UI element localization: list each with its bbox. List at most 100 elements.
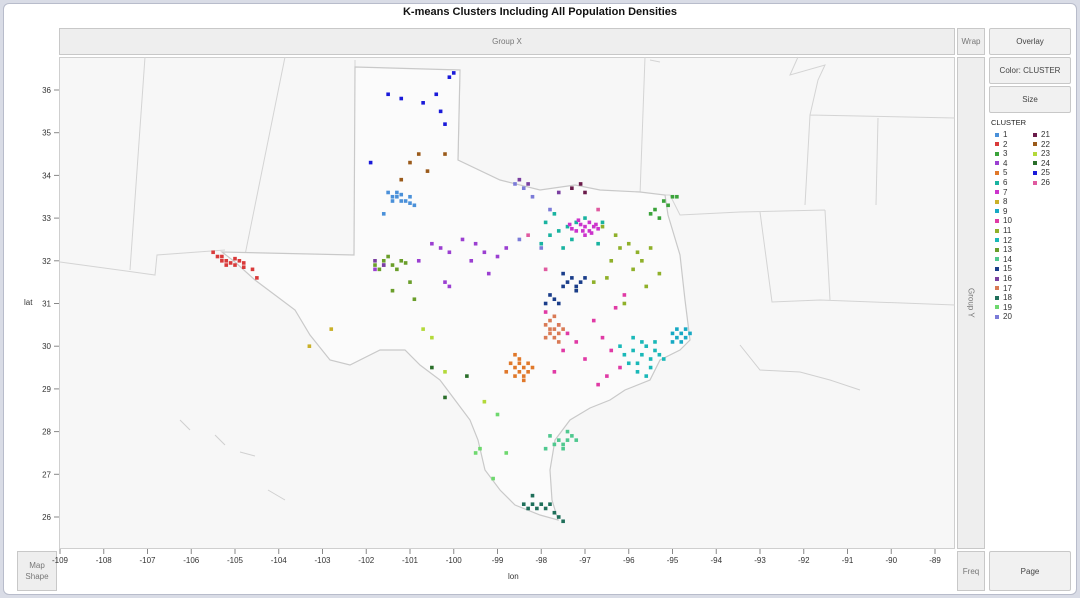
- cluster-4-point[interactable]: [486, 271, 491, 276]
- cluster-2-point[interactable]: [220, 254, 224, 259]
- cluster-7-point[interactable]: [594, 222, 598, 227]
- cluster-17-point[interactable]: [556, 340, 561, 344]
- cluster-10-point[interactable]: [596, 382, 600, 387]
- cluster-10-point[interactable]: [591, 318, 596, 323]
- cluster-15-point[interactable]: [565, 280, 570, 284]
- cluster-19-point[interactable]: [473, 451, 478, 455]
- cluster-11-point[interactable]: [631, 267, 635, 272]
- cluster-17-point[interactable]: [543, 335, 548, 340]
- cluster-21-point[interactable]: [583, 190, 587, 195]
- cluster-8-point[interactable]: [329, 327, 334, 331]
- cluster-16-point[interactable]: [373, 259, 377, 263]
- cluster-15-point[interactable]: [561, 284, 565, 289]
- cluster-21-point[interactable]: [570, 186, 574, 191]
- cluster-14-point[interactable]: [565, 429, 570, 434]
- cluster-4-point[interactable]: [504, 246, 509, 250]
- cluster-19-point[interactable]: [504, 451, 509, 455]
- cluster-1-point[interactable]: [399, 199, 404, 203]
- cluster-18-point[interactable]: [530, 493, 535, 498]
- cluster-20-point[interactable]: [521, 186, 526, 191]
- cluster-13-point[interactable]: [408, 280, 412, 284]
- cluster-1-point[interactable]: [408, 194, 412, 199]
- cluster-10-point[interactable]: [543, 310, 548, 314]
- cluster-18-point[interactable]: [543, 506, 548, 511]
- legend-item-15[interactable]: 15: [995, 264, 1012, 273]
- cluster-5-point[interactable]: [517, 357, 522, 361]
- cluster-3-point[interactable]: [666, 203, 670, 208]
- cluster-18-point[interactable]: [548, 502, 552, 506]
- cluster-12-point[interactable]: [644, 344, 649, 348]
- cluster-5-point[interactable]: [508, 361, 513, 366]
- cluster-14-point[interactable]: [565, 438, 570, 442]
- cluster-1-point[interactable]: [408, 201, 412, 205]
- cluster-15-point[interactable]: [574, 288, 579, 293]
- cluster-2-point[interactable]: [233, 256, 237, 261]
- legend-item-26[interactable]: 26: [1033, 178, 1050, 187]
- legend-item-7[interactable]: 7: [995, 188, 1007, 197]
- legend-item-14[interactable]: 14: [995, 255, 1012, 264]
- cluster-4-point[interactable]: [416, 259, 421, 263]
- cluster-4-point[interactable]: [443, 280, 447, 284]
- legend-item-1[interactable]: 1: [995, 130, 1007, 139]
- cluster-17-point[interactable]: [548, 327, 552, 331]
- texas-outline[interactable]: [220, 66, 691, 521]
- cluster-6-point[interactable]: [556, 229, 561, 233]
- cluster-5-point[interactable]: [526, 361, 530, 366]
- page-button[interactable]: Page: [989, 551, 1071, 591]
- cluster-12-point[interactable]: [622, 352, 627, 357]
- cluster-6-point[interactable]: [570, 237, 574, 242]
- cluster-1-point[interactable]: [403, 199, 408, 203]
- cluster-5-point[interactable]: [513, 374, 517, 378]
- cluster-22-point[interactable]: [425, 169, 430, 173]
- cluster-12-point[interactable]: [648, 357, 653, 361]
- legend-item-4[interactable]: 4: [995, 159, 1007, 168]
- cluster-6-point[interactable]: [543, 220, 548, 225]
- cluster-4-point[interactable]: [495, 254, 500, 259]
- legend-item-24[interactable]: 24: [1033, 159, 1050, 168]
- size-button[interactable]: Size: [989, 86, 1071, 113]
- cluster-17-point[interactable]: [552, 327, 557, 331]
- cluster-6-point[interactable]: [561, 246, 565, 250]
- cluster-7-point[interactable]: [578, 222, 583, 227]
- cluster-13-point[interactable]: [381, 259, 386, 263]
- cluster-18-point[interactable]: [530, 502, 535, 506]
- cluster-10-point[interactable]: [613, 305, 618, 310]
- cluster-12-point[interactable]: [653, 348, 657, 353]
- cluster-18-point[interactable]: [521, 502, 526, 506]
- legend-item-11[interactable]: 11: [995, 226, 1011, 235]
- cluster-9-point[interactable]: [679, 331, 684, 336]
- cluster-14-point[interactable]: [574, 438, 579, 442]
- cluster-11-point[interactable]: [635, 250, 640, 255]
- cluster-1-point[interactable]: [399, 192, 404, 197]
- legend-item-17[interactable]: 17: [995, 284, 1012, 293]
- cluster-12-point[interactable]: [657, 352, 662, 357]
- cluster-2-point[interactable]: [250, 267, 255, 272]
- cluster-7-point[interactable]: [587, 229, 592, 233]
- cluster-23-point[interactable]: [421, 327, 425, 331]
- cluster-7-point[interactable]: [596, 226, 600, 231]
- cluster-12-point[interactable]: [661, 357, 666, 361]
- cluster-5-point[interactable]: [513, 365, 517, 370]
- cluster-7-point[interactable]: [567, 222, 572, 227]
- legend-item-10[interactable]: 10: [995, 216, 1012, 225]
- cluster-11-point[interactable]: [600, 224, 605, 229]
- cluster-7-point[interactable]: [576, 218, 581, 223]
- group-x-zone[interactable]: Group X: [59, 28, 955, 55]
- cluster-13-point[interactable]: [412, 297, 417, 302]
- cluster-2-point[interactable]: [255, 276, 259, 280]
- cluster-23-point[interactable]: [482, 399, 487, 404]
- cluster-7-point[interactable]: [574, 229, 579, 233]
- cluster-22-point[interactable]: [408, 160, 412, 165]
- cluster-13-point[interactable]: [399, 259, 404, 263]
- cluster-23-point[interactable]: [443, 370, 447, 374]
- cluster-24-point[interactable]: [443, 395, 447, 400]
- cluster-6-point[interactable]: [552, 212, 557, 216]
- cluster-10-point[interactable]: [574, 340, 579, 344]
- cluster-15-point[interactable]: [583, 276, 587, 280]
- cluster-7-point[interactable]: [589, 231, 594, 235]
- cluster-1-point[interactable]: [390, 199, 395, 203]
- cluster-10-point[interactable]: [609, 348, 614, 353]
- cluster-11-point[interactable]: [609, 259, 614, 263]
- color-button[interactable]: Color: CLUSTER: [989, 57, 1071, 84]
- cluster-11-point[interactable]: [613, 233, 618, 237]
